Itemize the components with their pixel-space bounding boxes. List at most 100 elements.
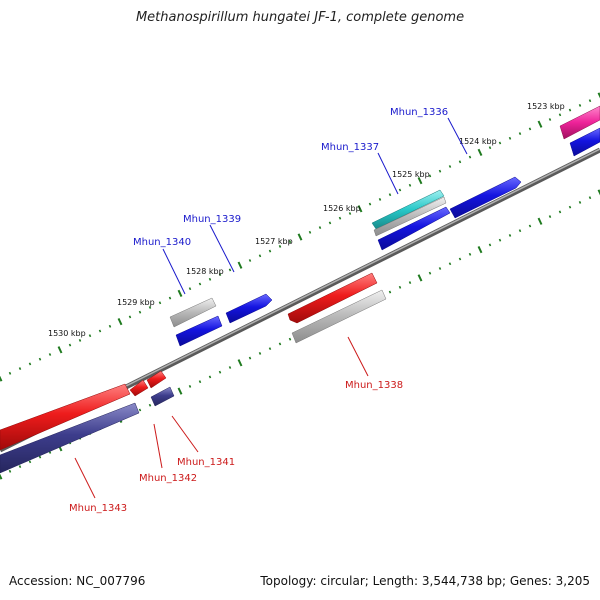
feature-mhun-1336[interactable] (449, 176, 522, 219)
gene-label-mhun-1342[interactable]: Mhun_1342 (139, 473, 197, 484)
kbp-label-1523: 1523 kbp (527, 102, 565, 111)
outer-ring-tick (528, 127, 532, 131)
outer-tick-ring (0, 92, 600, 382)
inner-ring-tick (597, 189, 600, 196)
feature-mhun-1342[interactable] (129, 379, 149, 397)
inner-ring-tick (558, 210, 562, 214)
kbp-label-1530: 1530 kbp (48, 329, 86, 338)
outer-ring-tick (477, 148, 483, 157)
outer-ring-tick (588, 99, 592, 103)
feature-mhun-1339[interactable] (225, 293, 273, 324)
gene-label-mhun-1337[interactable]: Mhun_1337 (321, 142, 379, 153)
outer-ring-tick (328, 221, 332, 225)
outer-ring-tick (18, 367, 22, 371)
outer-ring-tick (378, 197, 382, 201)
outer-ring-tick (458, 160, 462, 164)
feature-mhun-1337[interactable] (371, 189, 451, 251)
kbp-label-1524: 1524 kbp (459, 137, 497, 146)
leader-mhun-1343 (74, 457, 96, 499)
inner-ring-tick (288, 337, 292, 341)
outer-ring-tick (398, 188, 402, 192)
outer-ring-tick (48, 353, 52, 356)
outer-ring-tick (8, 371, 12, 375)
inner-ring-tick (228, 366, 232, 369)
leader-mhun-1339 (209, 224, 235, 273)
inner-ring-tick (518, 229, 522, 233)
leader-mhun-1340 (162, 248, 186, 295)
feature-mhun-1340[interactable] (169, 297, 223, 347)
outer-ring-tick (218, 273, 222, 277)
outer-ring-tick (0, 375, 3, 382)
outer-ring-tick (518, 132, 522, 136)
outer-ring-tick (177, 289, 183, 298)
leader-mhun-1342 (153, 423, 163, 469)
inner-ring-tick (258, 351, 262, 355)
inner-ring-tick (208, 375, 212, 379)
leader-mhun-1338 (347, 336, 369, 377)
inner-ring-tick (198, 380, 202, 384)
outer-ring-tick (68, 343, 72, 347)
inner-ring-tick (18, 465, 22, 469)
inner-ring-tick (508, 234, 512, 237)
outer-ring-tick (508, 136, 512, 140)
outer-ring-tick (248, 259, 252, 262)
inner-ring-tick (248, 356, 252, 360)
inner-ring-tick (0, 473, 3, 480)
outer-ring-tick (237, 261, 243, 269)
outer-ring-tick (548, 118, 552, 121)
outer-ring-tick (288, 240, 292, 244)
outer-ring-tick (278, 244, 282, 248)
outer-ring-tick (338, 216, 342, 220)
outer-ring-tick (568, 108, 572, 112)
feature-mhun-1338[interactable] (287, 272, 387, 344)
outer-ring-tick (168, 296, 172, 300)
outer-ring-tick (108, 324, 112, 328)
inner-ring-tick (568, 205, 572, 209)
gene-label-mhun-1336[interactable]: Mhun_1336 (390, 107, 448, 118)
gene-label-mhun-1339[interactable]: Mhun_1339 (183, 214, 241, 225)
feature-mhun-1343[interactable] (0, 383, 140, 474)
inner-ring-tick (438, 267, 442, 270)
outer-ring-tick (578, 103, 582, 107)
outer-ring-tick (318, 226, 322, 230)
outer-ring-tick (597, 92, 600, 99)
outer-ring-tick (308, 230, 312, 234)
outer-ring-tick (297, 233, 303, 241)
feature-rna-upper-right[interactable] (559, 105, 600, 157)
inner-ring-tick (268, 347, 272, 351)
inner-ring-tick (488, 243, 492, 247)
gene-label-mhun-1338[interactable]: Mhun_1338 (345, 380, 403, 391)
gene-label-mhun-1341[interactable]: Mhun_1341 (177, 457, 235, 468)
kbp-label-1526: 1526 kbp (323, 204, 361, 213)
kbp-label-1529: 1529 kbp (117, 298, 155, 307)
inner-ring-tick (537, 217, 543, 225)
inner-ring-tick (498, 238, 502, 242)
inner-ring-tick (548, 215, 552, 219)
feature-mhun-1341[interactable] (146, 370, 175, 407)
outer-ring-tick (98, 329, 102, 333)
gene-label-mhun-1340[interactable]: Mhun_1340 (133, 237, 191, 248)
leader-mhun-1337 (377, 152, 399, 195)
outer-ring-tick (117, 317, 123, 326)
outer-ring-tick (57, 346, 63, 354)
inner-ring-tick (448, 262, 452, 266)
outer-ring-tick (158, 301, 162, 305)
gene-label-mhun-1343[interactable]: Mhun_1343 (69, 503, 127, 514)
outer-ring-tick (148, 306, 152, 309)
outer-ring-tick (268, 249, 272, 253)
outer-ring-tick (417, 176, 423, 185)
outer-ring-tick (128, 315, 132, 319)
outer-ring-tick (198, 282, 202, 286)
inner-ring-tick (428, 271, 432, 275)
outer-ring-tick (258, 254, 262, 258)
genome-summary-text: Topology: circular; Length: 3,544,738 bp… (260, 574, 590, 588)
outer-ring-tick (368, 202, 372, 206)
inner-ring-tick (148, 403, 152, 407)
inner-ring-tick (188, 384, 192, 388)
leader-mhun-1341 (171, 415, 199, 453)
inner-ring-tick (278, 342, 282, 346)
outer-ring-tick (388, 193, 392, 197)
inner-ring-tick (408, 281, 412, 285)
outer-ring-tick (38, 357, 42, 361)
